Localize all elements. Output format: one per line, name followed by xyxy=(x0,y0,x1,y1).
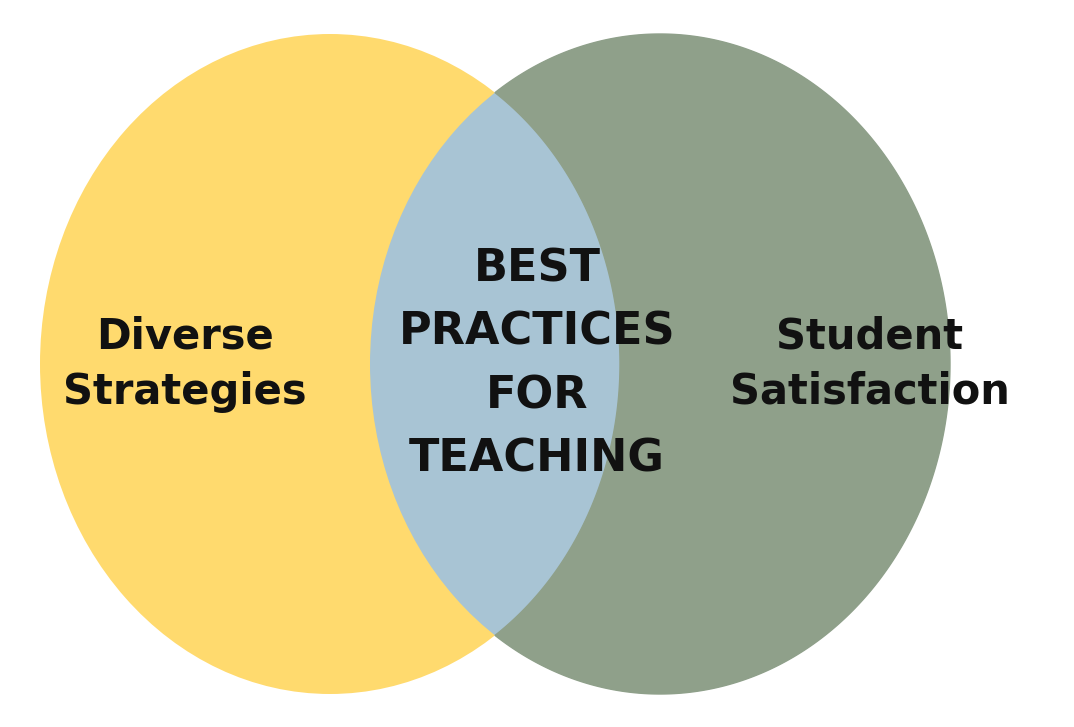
Ellipse shape xyxy=(40,34,620,694)
Text: Diverse
Strategies: Diverse Strategies xyxy=(63,316,307,413)
Polygon shape xyxy=(495,34,950,694)
Text: BEST
PRACTICES
FOR
TEACHING: BEST PRACTICES FOR TEACHING xyxy=(398,247,676,481)
Ellipse shape xyxy=(371,34,950,694)
Text: Student
Satisfaction: Student Satisfaction xyxy=(730,316,1010,413)
